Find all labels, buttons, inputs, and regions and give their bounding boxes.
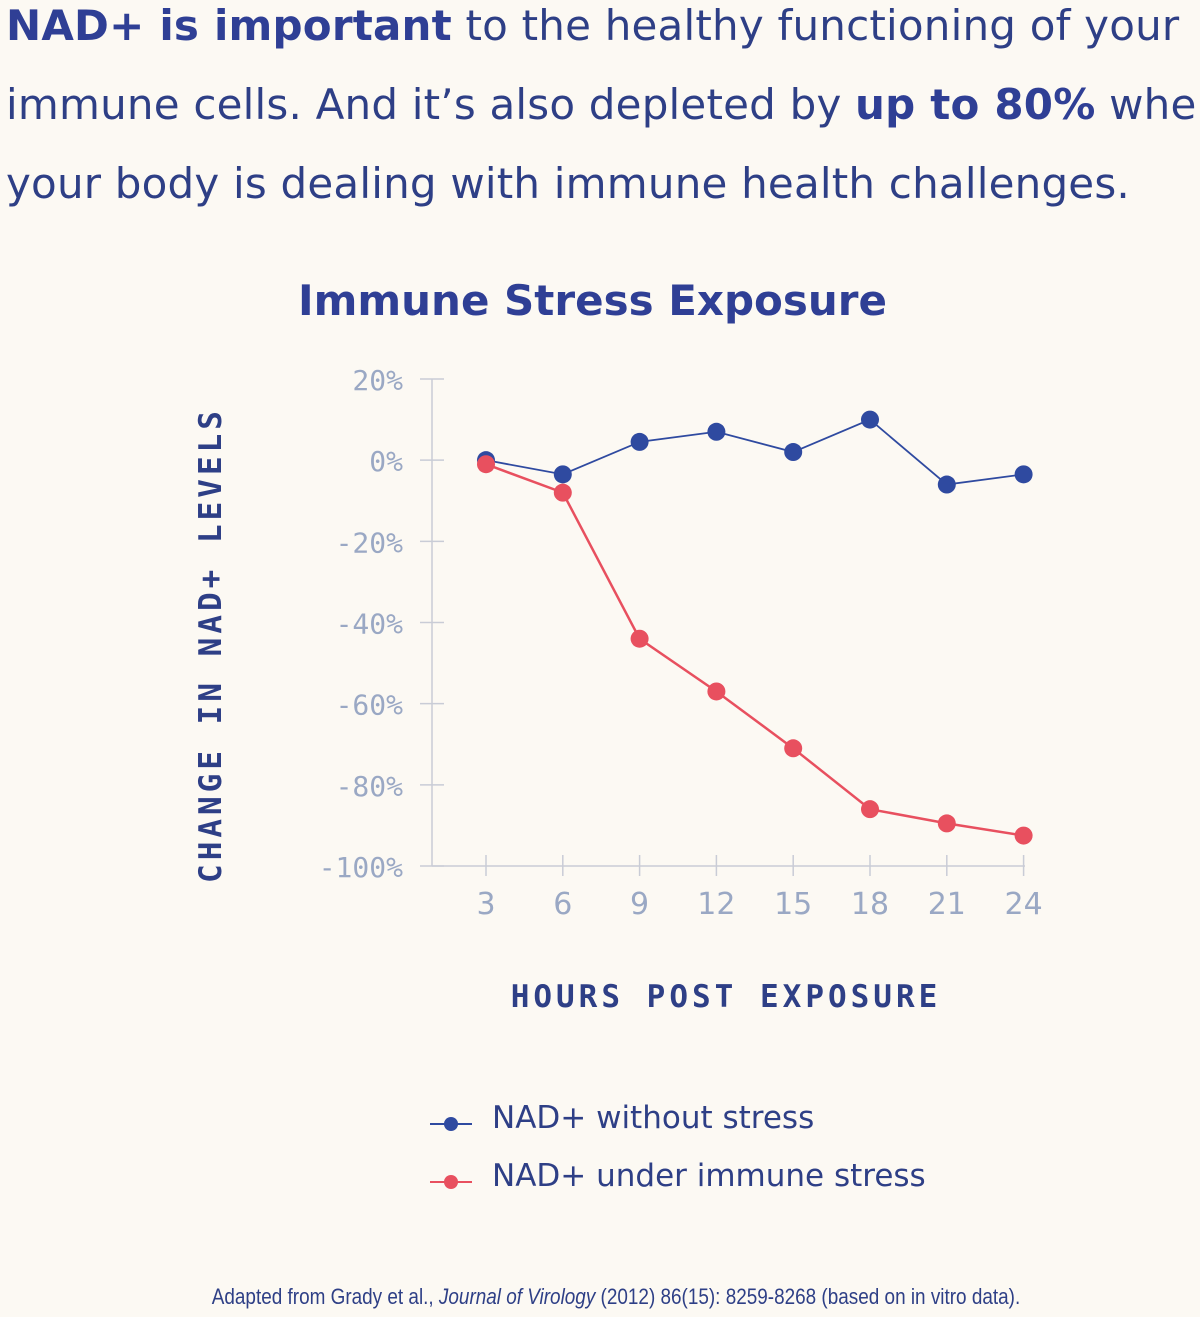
x-tick-label: 3 bbox=[476, 887, 495, 922]
x-tick-label: 21 bbox=[928, 887, 966, 922]
x-tick-label: 18 bbox=[851, 887, 889, 922]
x-tick-label: 24 bbox=[1005, 887, 1043, 922]
x-tick-label: 12 bbox=[697, 887, 735, 922]
y-tick-label: -20% bbox=[336, 526, 404, 559]
legend-label-under-stress: NAD+ under immune stress bbox=[492, 1158, 926, 1194]
legend-marker-red bbox=[430, 1174, 472, 1190]
y-tick-label: -60% bbox=[336, 689, 404, 722]
data-point-series-1 bbox=[1014, 465, 1033, 484]
data-point-series-2 bbox=[553, 483, 572, 502]
data-point-series-2 bbox=[477, 455, 495, 474]
intro-line-3: your body is dealing with immune health … bbox=[6, 159, 1130, 208]
intro-line-2-end: when bbox=[1109, 80, 1200, 129]
data-point-series-2 bbox=[707, 682, 726, 701]
source-citation: Adapted from Grady et al., Journal of Vi… bbox=[86, 1284, 1146, 1310]
y-axis-label: CHANGE IN NAD+ LEVELS bbox=[193, 407, 229, 883]
data-point-series-2 bbox=[630, 629, 649, 648]
source-prefix: Adapted from Grady et al., bbox=[211, 1284, 439, 1309]
data-point-series-2 bbox=[861, 800, 879, 819]
intro-line-2-start: immune cells. And it’s also depleted by bbox=[6, 80, 856, 129]
series-line-1 bbox=[485, 418, 1024, 486]
intro-line-1-rest: to the healthy functioning of your bbox=[451, 1, 1180, 50]
data-point-series-1 bbox=[937, 475, 956, 494]
x-tick-label: 15 bbox=[774, 887, 812, 922]
intro-line-1: NAD+ is important to the healthy functio… bbox=[6, 0, 1200, 65]
y-tick-label: 0% bbox=[369, 445, 403, 478]
x-tick-label: 6 bbox=[553, 887, 572, 922]
line-chart: 20% 0% -20% -40% -60% -80% -100% 3 6 9 12 15 18 21 24 H… bbox=[193, 364, 1043, 1015]
source-suffix: (2012) 86(15): 8259-8268 (based on in vi… bbox=[595, 1284, 1021, 1309]
intro-line-2: immune cells. And it’s also depleted by … bbox=[6, 65, 1200, 144]
data-point-series-1 bbox=[861, 410, 879, 429]
intro-emphasis-nad: NAD+ is important bbox=[6, 1, 452, 50]
chart-title: Immune Stress Exposure bbox=[297, 276, 887, 325]
y-tick-label: 20% bbox=[352, 364, 403, 397]
data-point-series-1 bbox=[707, 422, 726, 441]
data-point-series-2 bbox=[784, 739, 803, 758]
source-journal: Journal of Virology bbox=[438, 1284, 596, 1309]
y-tick-label: -100% bbox=[319, 851, 403, 884]
legend-marker-blue bbox=[430, 1116, 472, 1132]
data-point-series-2 bbox=[1014, 826, 1033, 845]
data-point-series-1 bbox=[630, 432, 649, 451]
x-axis-label: HOURS POST EXPOSURE bbox=[511, 979, 942, 1015]
data-point-series-1 bbox=[553, 465, 572, 484]
series-line-2 bbox=[485, 463, 1024, 837]
x-tick-label: 9 bbox=[630, 887, 649, 922]
y-tick-label: -80% bbox=[336, 770, 404, 803]
legend-label-without-stress: NAD+ without stress bbox=[492, 1100, 815, 1136]
data-point-series-2 bbox=[937, 814, 956, 833]
data-point-series-1 bbox=[784, 443, 803, 462]
intro-text: NAD+ is important to the healthy functio… bbox=[6, 0, 1200, 223]
intro-emphasis-80: up to 80% bbox=[855, 80, 1096, 129]
y-tick-label: -40% bbox=[336, 608, 404, 641]
